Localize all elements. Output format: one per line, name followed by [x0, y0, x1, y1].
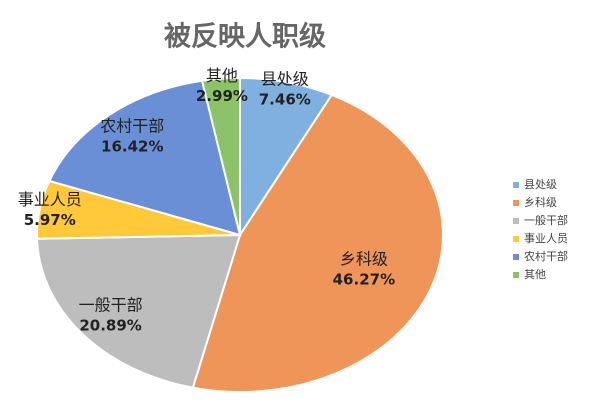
legend-label: 农村干部 [524, 249, 568, 263]
legend-label: 一般干部 [524, 213, 568, 227]
pie-slice [191, 93, 444, 393]
slice-label: 乡科级 [340, 250, 388, 269]
slice-value-label: 46.27% [333, 271, 395, 289]
pie-slice [239, 76, 334, 239]
slice-value-label: 5.97% [24, 211, 76, 229]
legend-label: 县处级 [524, 178, 557, 191]
legend-swatch [513, 200, 519, 206]
slice-label: 一般干部 [79, 295, 143, 314]
pie-slice [200, 76, 241, 236]
slice-value-label: 20.89% [79, 316, 141, 334]
slice-value-label: 7.46% [259, 90, 311, 108]
legend-label: 其他 [524, 268, 546, 281]
slice-label: 事业人员 [18, 190, 82, 209]
legend-swatch [513, 218, 519, 224]
slice-label: 县处级 [261, 69, 309, 88]
legend-swatch [513, 182, 519, 188]
legend-swatch [513, 254, 519, 260]
pie-slice [36, 233, 242, 389]
slice-label: 农村干部 [100, 116, 164, 135]
chart-title: 被反映人职级 [164, 21, 326, 53]
pie-slice [47, 79, 242, 237]
legend-label: 乡科级 [524, 195, 557, 209]
legend-swatch [513, 272, 519, 278]
slice-value-label: 2.99% [196, 87, 248, 105]
slice-label: 其他 [206, 66, 238, 85]
slice-value-label: 16.42% [101, 137, 163, 155]
legend-label: 事业人员 [524, 232, 568, 245]
legend-swatch [513, 236, 519, 242]
